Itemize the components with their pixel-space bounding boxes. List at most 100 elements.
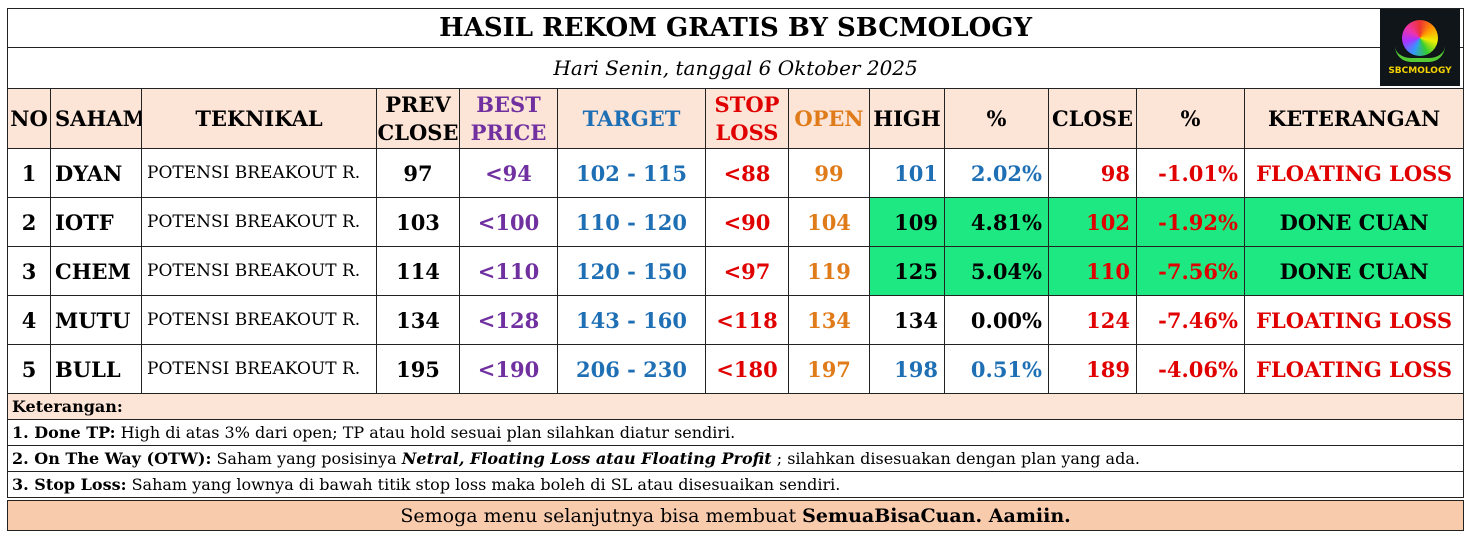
cell-saham: DYAN <box>50 148 142 198</box>
cell-high: 101 <box>869 148 945 198</box>
cell-teknikal: POTENSI BREAKOUT R. <box>141 295 377 345</box>
cell-saham: BULL <box>50 344 142 394</box>
cell-target: 206 - 230 <box>557 344 706 394</box>
header-prev-line1: PREV <box>385 92 451 118</box>
cell-pct-close: -7.56% <box>1136 246 1245 296</box>
cell-no: 4 <box>7 295 51 345</box>
rekom-table: HASIL REKOM GRATIS BY SBCMOLOGY Hari Sen… <box>6 8 1465 531</box>
cell-target: 110 - 120 <box>557 197 706 247</box>
cell-open: 104 <box>788 197 870 247</box>
cell-pct-high: 0.00% <box>944 295 1049 345</box>
cell-open: 197 <box>788 344 870 394</box>
cell-pct-high: 5.04% <box>944 246 1049 296</box>
cell-teknikal: POTENSI BREAKOUT R. <box>141 344 377 394</box>
cell-pct-high: 2.02% <box>944 148 1049 198</box>
table-row: 5 BULL POTENSI BREAKOUT R. 195 <190 206 - 230… <box>7 344 1465 394</box>
cell-pct-high: 0.51% <box>944 344 1049 394</box>
cell-saham: CHEM <box>50 246 142 296</box>
cell-best: <100 <box>459 197 558 247</box>
cell-open: 134 <box>788 295 870 345</box>
note-2: 2. On The Way (OTW): Saham yang posisiny… <box>6 445 1465 472</box>
footer-message: Semoga menu selanjutnya bisa membuat Sem… <box>6 500 1465 531</box>
cell-close: 102 <box>1048 197 1137 247</box>
cell-close: 124 <box>1048 295 1137 345</box>
cell-target: 102 - 115 <box>557 148 706 198</box>
cell-close: 98 <box>1048 148 1137 198</box>
cell-ket: FLOATING LOSS <box>1243 295 1465 345</box>
cell-no: 3 <box>7 246 51 296</box>
cell-no: 5 <box>7 344 51 394</box>
header-open: OPEN <box>788 88 870 149</box>
cell-best: <128 <box>459 295 558 345</box>
cell-saham: MUTU <box>50 295 142 345</box>
header-best-line2: PRICE <box>470 119 547 145</box>
page-subtitle: Hari Senin, tanggal 6 Oktober 2025 <box>6 47 1465 89</box>
cell-pct-high: 4.81% <box>944 197 1049 247</box>
cell-pct-close: -1.92% <box>1136 197 1245 247</box>
header-stop-loss: STOP LOSS <box>705 88 789 149</box>
cell-stop: <88 <box>705 148 789 198</box>
header-saham: SAHAM <box>50 88 142 149</box>
footer-bold: SemuaBisaCuan. Aamiin. <box>802 504 1071 527</box>
cell-stop: <90 <box>705 197 789 247</box>
cell-stop: <180 <box>705 344 789 394</box>
table-row: 1 DYAN POTENSI BREAKOUT R. 97 <94 102 - 115 <8… <box>7 148 1465 198</box>
note-2-text-end: ; silahkan disesuakan dengan plan yang a… <box>771 449 1140 468</box>
cell-open: 119 <box>788 246 870 296</box>
note-3: 3. Stop Loss: Saham yang lownya di bawah… <box>6 471 1465 498</box>
cell-teknikal: POTENSI BREAKOUT R. <box>141 197 377 247</box>
header-target: TARGET <box>557 88 706 149</box>
footer-text: Semoga menu selanjutnya bisa membuat <box>400 504 803 527</box>
header-teknikal: TEKNIKAL <box>141 88 377 149</box>
cell-prev: 103 <box>376 197 460 247</box>
cell-pct-close: -1.01% <box>1136 148 1245 198</box>
sbcmology-logo: SBCMOLOGY <box>1380 9 1460 86</box>
cell-no: 2 <box>7 197 51 247</box>
header-best-price: BEST PRICE <box>459 88 558 149</box>
table-header: NO SAHAM TEKNIKAL PREV CLOSE BEST PRICE TA… <box>7 88 1465 149</box>
header-pct-high: % <box>944 88 1049 149</box>
cell-prev: 134 <box>376 295 460 345</box>
cell-high: 125 <box>869 246 945 296</box>
cell-ket: DONE CUAN <box>1243 246 1465 296</box>
cell-stop: <97 <box>705 246 789 296</box>
cell-close: 110 <box>1048 246 1137 296</box>
note-1-text: High di atas 3% dari open; TP atau hold … <box>115 423 736 442</box>
header-best-line1: BEST <box>476 92 541 118</box>
note-3-label: 3. Stop Loss: <box>12 475 127 494</box>
cell-no: 1 <box>7 148 51 198</box>
cell-pct-close: -4.06% <box>1136 344 1245 394</box>
page-title: HASIL REKOM GRATIS BY SBCMOLOGY <box>6 8 1465 48</box>
cell-prev: 195 <box>376 344 460 394</box>
cell-teknikal: POTENSI BREAKOUT R. <box>141 246 377 296</box>
header-prev-line2: CLOSE <box>377 119 459 145</box>
cell-stop: <118 <box>705 295 789 345</box>
cell-pct-close: -7.46% <box>1136 295 1245 345</box>
rekom-sheet: HASIL REKOM GRATIS BY SBCMOLOGY Hari Sen… <box>6 8 1465 531</box>
header-high: HIGH <box>869 88 945 149</box>
cell-target: 143 - 160 <box>557 295 706 345</box>
cell-best: <94 <box>459 148 558 198</box>
cell-best: <190 <box>459 344 558 394</box>
note-1-label: 1. Done TP: <box>12 423 116 442</box>
table-row: 3 CHEM POTENSI BREAKOUT R. 114 <110 120 - 150… <box>7 246 1465 296</box>
cell-best: <110 <box>459 246 558 296</box>
header-stop-line1: STOP <box>714 92 780 118</box>
cell-teknikal: POTENSI BREAKOUT R. <box>141 148 377 198</box>
table-row: 4 MUTU POTENSI BREAKOUT R. 134 <128 143 - 160… <box>7 295 1465 345</box>
cell-close: 189 <box>1048 344 1137 394</box>
header-pct-close: % <box>1136 88 1245 149</box>
cell-ket: DONE CUAN <box>1243 197 1465 247</box>
cell-prev: 97 <box>376 148 460 198</box>
hands-icon <box>1395 46 1445 62</box>
cell-high: 198 <box>869 344 945 394</box>
header-stop-line2: LOSS <box>715 119 779 145</box>
note-3-text: Saham yang lownya di bawah titik stop lo… <box>126 475 841 494</box>
cell-high: 109 <box>869 197 945 247</box>
cell-saham: IOTF <box>50 197 142 247</box>
header-keterangan: KETERANGAN <box>1243 88 1465 149</box>
cell-ket: FLOATING LOSS <box>1243 148 1465 198</box>
header-prev-close: PREV CLOSE <box>376 88 460 149</box>
note-2-label: 2. On The Way (OTW): <box>12 449 212 468</box>
note-2-text: Saham yang posisinya <box>211 449 402 468</box>
